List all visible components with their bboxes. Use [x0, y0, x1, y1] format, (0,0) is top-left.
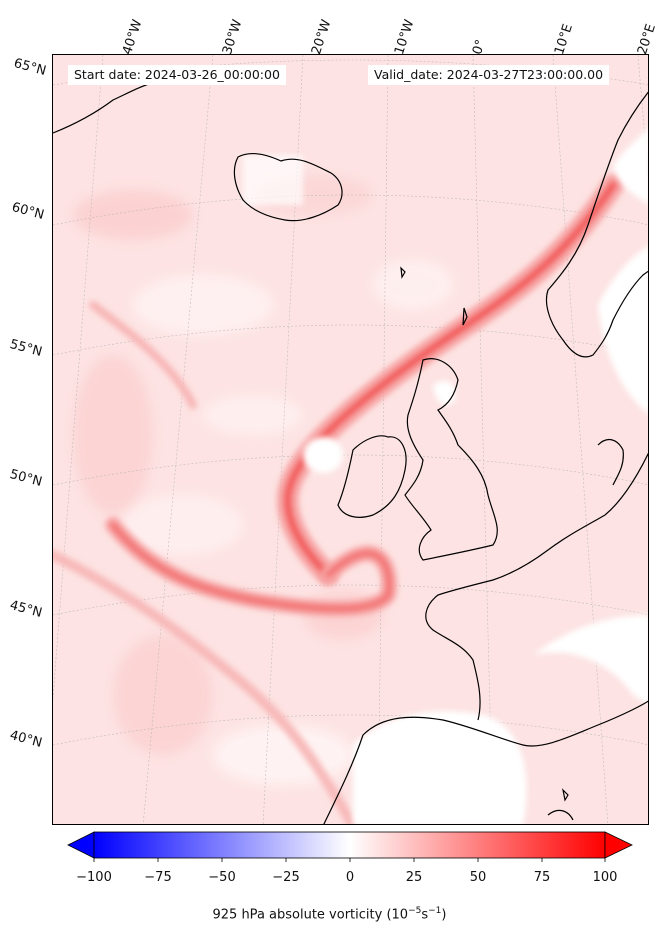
colorbar-title-exponent2: −1 — [428, 906, 442, 916]
lat-label-60n: 60°N — [10, 200, 46, 223]
lat-label-65n: 65°N — [12, 56, 48, 79]
colorbar-title-unit: s — [421, 907, 429, 923]
great-britain-coastline — [404, 358, 498, 561]
colorbar-tick-label: −25 — [272, 870, 300, 885]
lon-label-20w: 20°W — [309, 17, 335, 57]
colorbar-tick-label: −100 — [76, 870, 112, 885]
colorbar-tick-label: 25 — [405, 870, 423, 885]
lon-label-30w: 30°W — [220, 17, 246, 57]
vorticity-mottling — [73, 175, 453, 785]
colorbar — [67, 831, 633, 862]
map-canvas — [53, 55, 648, 824]
lon-label-20e: 20°E — [635, 22, 659, 57]
ireland-coastline — [337, 435, 407, 518]
france-coastline — [425, 452, 648, 721]
land-white-areas — [243, 127, 648, 824]
colorbar-title: 925 hPa absolute vorticity (10−5s−1) — [0, 906, 659, 922]
colorbar-tick-label: 0 — [345, 870, 355, 885]
cyclone-center — [303, 437, 343, 473]
colorbar-min-arrow — [67, 831, 95, 859]
iberia-coastline — [323, 700, 648, 824]
lon-label-10e: 10°E — [552, 22, 576, 57]
colorbar-tick-label: −75 — [144, 870, 172, 885]
colorbar-max-arrow — [604, 831, 633, 859]
lon-label-40w: 40°W — [120, 17, 146, 57]
lon-label-10w: 10°W — [392, 17, 418, 57]
colorbar-tick-label: 100 — [592, 870, 618, 885]
colorbar-title-text: 925 hPa absolute vorticity (10 — [212, 907, 409, 923]
colorbar-tick-label: 50 — [469, 870, 487, 885]
colorbar-title-close: ) — [441, 907, 447, 923]
coastlines — [53, 82, 648, 824]
valid-date-label: Valid_date: 2024-03-27T23:00:00.00 — [368, 65, 610, 85]
lat-label-45n: 45°N — [8, 598, 44, 621]
lat-label-40n: 40°N — [8, 728, 44, 751]
colorbar-gradient — [93, 831, 606, 859]
colorbar-tick-label: 75 — [533, 870, 551, 885]
colorbar-tick-marks — [93, 858, 606, 862]
vorticity-map — [52, 54, 649, 825]
scandinavia-coastline — [545, 91, 648, 358]
start-date-label: Start date: 2024-03-26_00:00:00 — [68, 65, 286, 85]
colorbar-title-exponent: −5 — [408, 906, 422, 916]
colorbar-tick-label: −50 — [208, 870, 236, 885]
lat-label-55n: 55°N — [8, 337, 44, 360]
frontal-vorticity-band — [53, 174, 624, 824]
lat-label-50n: 50°N — [8, 467, 44, 490]
iceland-coastline — [233, 153, 343, 222]
